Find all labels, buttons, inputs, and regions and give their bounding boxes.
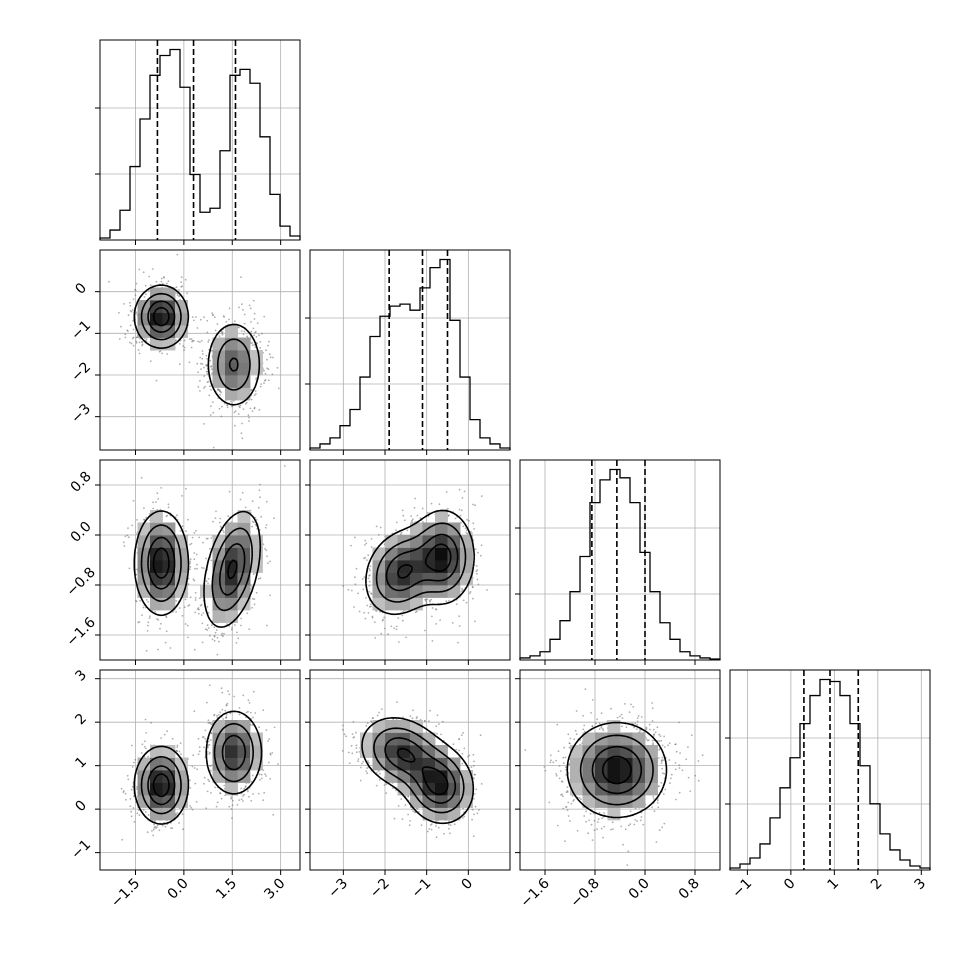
contour-level-3	[152, 547, 238, 580]
contour-level-1	[373, 727, 465, 814]
contours	[365, 509, 475, 616]
y-tick-label-1-3: 0	[72, 280, 90, 298]
x-tick-label-2-3: 0.8	[676, 876, 703, 903]
contour-level-3	[396, 747, 449, 796]
density-blocks	[137, 720, 263, 821]
contour-level-2	[591, 745, 643, 795]
histogram-2	[519, 468, 721, 660]
contour-level-1	[140, 524, 253, 612]
contour-level-0	[133, 510, 262, 628]
axes-frame	[729, 669, 931, 871]
histogram-1	[309, 258, 511, 450]
contour-level-2	[385, 533, 459, 592]
axes-frame	[519, 459, 721, 661]
contour-level-1	[579, 734, 654, 806]
y-axis-1: −3 −2 −1 0	[68, 280, 100, 427]
y-tick-label-2-2: 0.0	[68, 519, 95, 546]
histogram-0	[99, 48, 301, 240]
x-axis-3: −1 0 1 2 3	[729, 870, 929, 901]
contour-level-3	[152, 773, 170, 798]
contour-level-0	[566, 721, 668, 819]
y-tick-label-3-2: 1	[72, 754, 90, 772]
x-tick-label-2-1: −0.8	[567, 876, 602, 911]
x-tick-label-1-1: −2	[367, 876, 393, 902]
hist-panel-0	[95, 39, 301, 241]
density-panel-3-1	[309, 669, 511, 871]
axes-frame	[99, 39, 301, 241]
contour-level-2	[147, 734, 247, 806]
x-axis-1: −3 −2 −1 0	[325, 870, 476, 901]
y-tick-label-3-1: 0	[72, 797, 90, 815]
contours	[133, 710, 263, 825]
y-tick-label-3-0: −1	[68, 837, 94, 863]
x-axis-0: −1.5 0.0 1.5 3.0	[108, 870, 288, 911]
axes-frame	[519, 669, 721, 871]
x-tick-label-2-2: 0.0	[626, 876, 653, 903]
density-panel-2-0	[99, 459, 301, 661]
contours	[566, 721, 668, 819]
density-panel-3-0	[99, 669, 301, 871]
axes-frame	[309, 249, 511, 451]
contour-level-1	[140, 722, 254, 815]
contour-level-3	[152, 306, 170, 327]
x-tick-label-2-0: −1.6	[517, 875, 552, 910]
contour-level-1	[140, 292, 251, 391]
contour-level-2	[147, 536, 246, 596]
x-axis-2: −1.6 −0.8 0.0 0.8	[517, 870, 703, 911]
axes-frame	[99, 459, 301, 661]
density-blocks	[137, 510, 263, 623]
x-tick-label-3-2: 1	[825, 876, 843, 894]
x-tick-label-3-3: 2	[868, 876, 886, 894]
axes-frame	[99, 249, 301, 451]
y-tick-label-3-3: 2	[72, 711, 90, 729]
y-tick-label-3-4: 3	[72, 667, 90, 685]
contour-level-0	[361, 717, 475, 825]
x-tick-label-3-1: 0	[781, 876, 799, 894]
hist-panel-1	[305, 249, 511, 451]
contour-level-2	[147, 300, 239, 372]
contours	[361, 717, 475, 825]
density-panel-2-1	[309, 459, 511, 661]
x-tick-label-3-0: −1	[729, 876, 755, 902]
density-blocks	[137, 287, 263, 401]
x-tick-label-0-1: 0.0	[165, 876, 192, 903]
density-panel-1-0	[99, 249, 301, 451]
y-tick-label-1-1: −2	[68, 359, 94, 385]
x-tick-label-1-3: 0	[459, 876, 477, 894]
axes-frame	[309, 669, 511, 871]
y-tick-label-2-1: −0.8	[63, 564, 98, 599]
y-tick-label-2-3: 0.8	[68, 469, 95, 496]
y-tick-label-1-2: −1	[68, 318, 94, 344]
hist-panel-3	[725, 669, 931, 871]
hist-panel-2	[515, 459, 721, 661]
x-tick-label-0-0: −1.5	[108, 876, 143, 911]
contour-level-2	[384, 737, 457, 804]
x-tick-label-0-3: 3.0	[261, 876, 288, 903]
y-tick-label-2-0: −1.6	[63, 614, 98, 649]
x-tick-label-3-4: 3	[912, 876, 930, 894]
y-tick-label-1-0: −3	[68, 401, 94, 427]
x-tick-label-0-2: 1.5	[213, 876, 240, 903]
contour-level-1	[375, 522, 467, 603]
contour-level-0	[365, 509, 475, 616]
x-tick-label-1-2: −1	[409, 876, 435, 902]
axes-frame	[99, 669, 301, 871]
contour-level-3	[601, 755, 632, 785]
contours	[133, 510, 262, 628]
y-axis-2: −1.6 −0.8 0.0 0.8	[63, 469, 100, 650]
density-panel-3-2	[519, 669, 721, 871]
contour-level-0	[133, 710, 263, 825]
contour-level-0	[133, 284, 261, 406]
contour-level-3	[396, 543, 452, 579]
contours	[133, 284, 261, 406]
y-axis-3: −1 0 1 2 3	[68, 667, 100, 863]
x-tick-label-1-0: −3	[325, 876, 351, 902]
axes-frame	[309, 459, 511, 661]
